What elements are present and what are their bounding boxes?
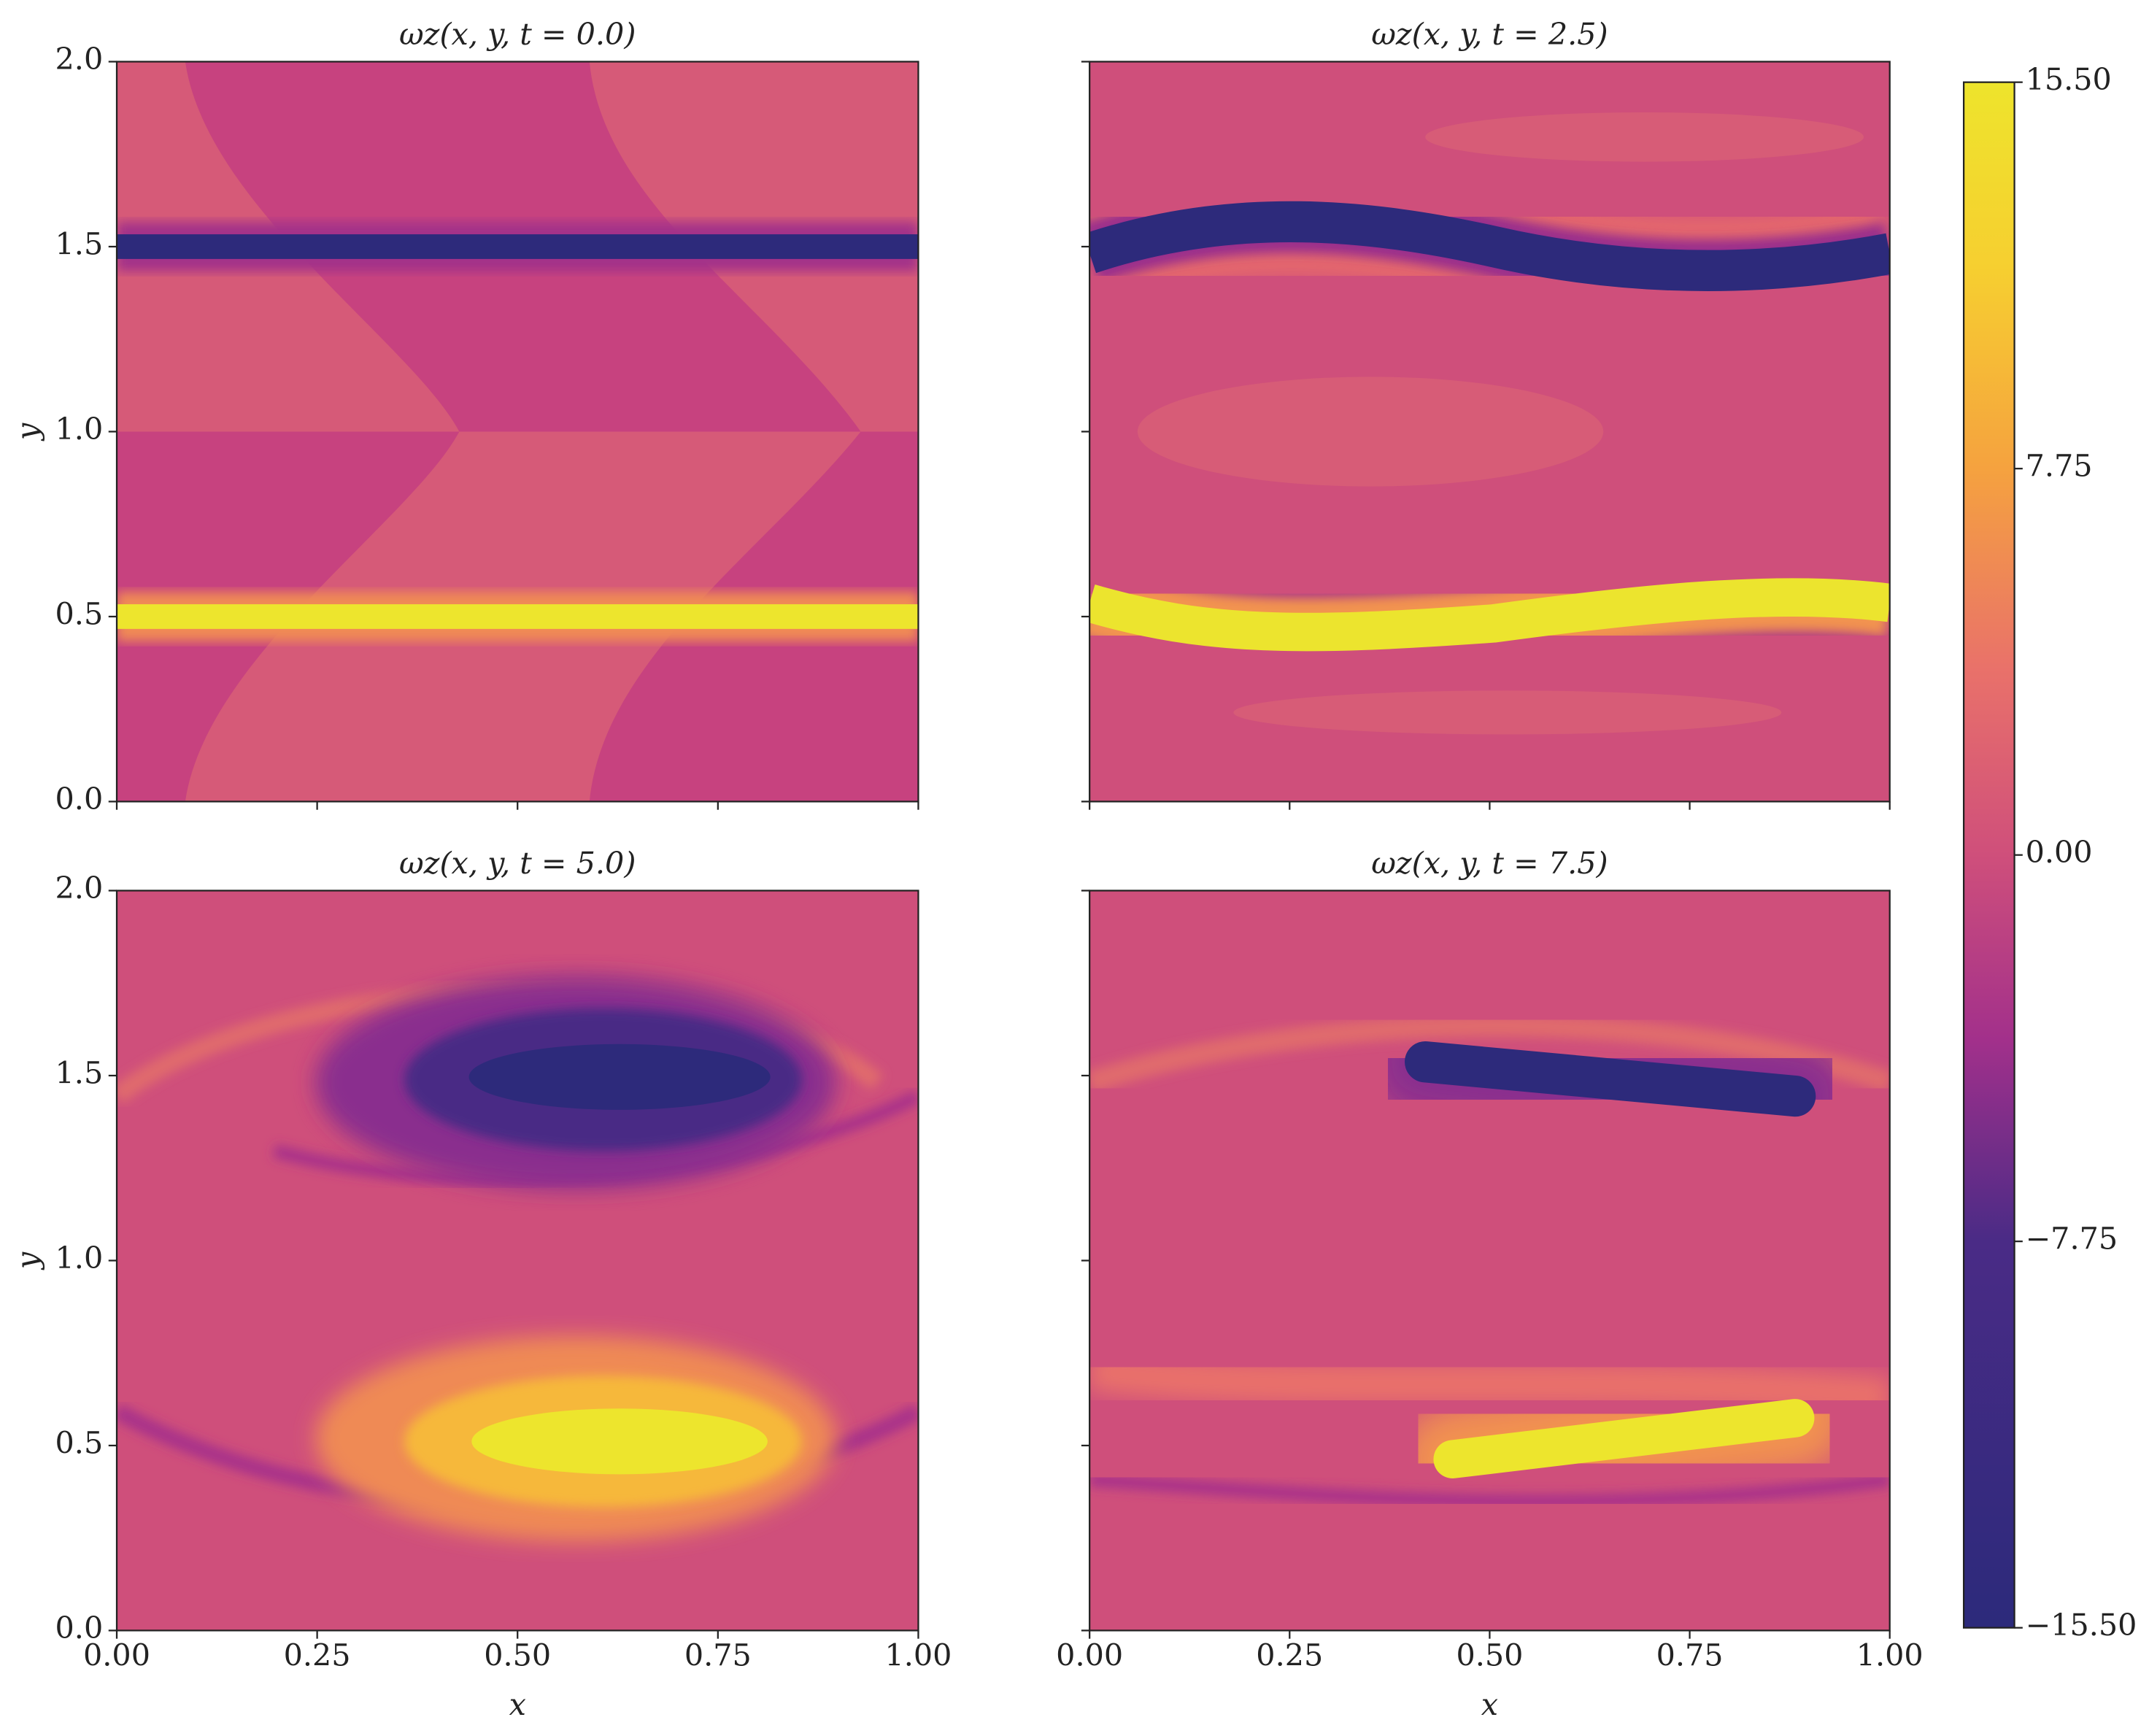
field-t2-5 (1089, 61, 1890, 802)
x-axis-label: x (1481, 1687, 1498, 1722)
panel-title: ωz(x, y, t = 7.5) (1371, 846, 1608, 881)
panel-title: ωz(x, y, t = 0.0) (399, 17, 636, 52)
y-tick-label: 2.0 (55, 42, 104, 77)
x-tick-label: 0.25 (1256, 1637, 1323, 1673)
panel-title: ωz(x, y, t = 2.5) (1371, 17, 1608, 52)
field-t5-0 (117, 890, 919, 1631)
colorbar-tick-label: 0.00 (2026, 835, 2093, 870)
y-tick-label: 2.0 (55, 871, 104, 906)
x-tick-label: 0.50 (1456, 1637, 1523, 1673)
field-t7-5 (1089, 890, 1890, 1631)
y-tick-label: 1.5 (55, 226, 104, 261)
y-tick-label: 1.5 (55, 1055, 104, 1090)
y-tick-label: 0.0 (55, 1610, 104, 1646)
y-tick-label: 1.0 (55, 412, 104, 447)
x-tick-label: 0.25 (284, 1637, 351, 1673)
x-tick-label: 0.50 (484, 1637, 551, 1673)
colorbar-tick-label: 15.50 (2026, 62, 2112, 97)
x-tick-label: 0.00 (1056, 1637, 1123, 1673)
colorbar-tick-label: −7.75 (2026, 1222, 2118, 1257)
y-tick-label: 0.5 (55, 1425, 104, 1460)
panel-title: ωz(x, y, t = 5.0) (399, 846, 636, 881)
x-axis-label: x (509, 1687, 526, 1722)
x-tick-label: 1.00 (1856, 1637, 1924, 1673)
x-tick-label: 0.75 (1656, 1637, 1724, 1673)
colorbar (1962, 81, 2015, 1629)
y-axis-label: y (10, 1251, 45, 1270)
x-tick-label: 0.00 (83, 1637, 150, 1673)
y-tick-label: 0.0 (55, 782, 104, 817)
x-tick-label: 1.00 (884, 1637, 952, 1673)
field-t0 (117, 61, 919, 802)
colorbar-tick-label: 7.75 (2026, 449, 2093, 484)
y-tick-label: 1.0 (55, 1241, 104, 1276)
colorbar-tick-label: −15.50 (2026, 1608, 2137, 1643)
x-tick-label: 0.75 (684, 1637, 752, 1673)
y-tick-label: 0.5 (55, 596, 104, 631)
y-axis-label: y (10, 423, 45, 441)
